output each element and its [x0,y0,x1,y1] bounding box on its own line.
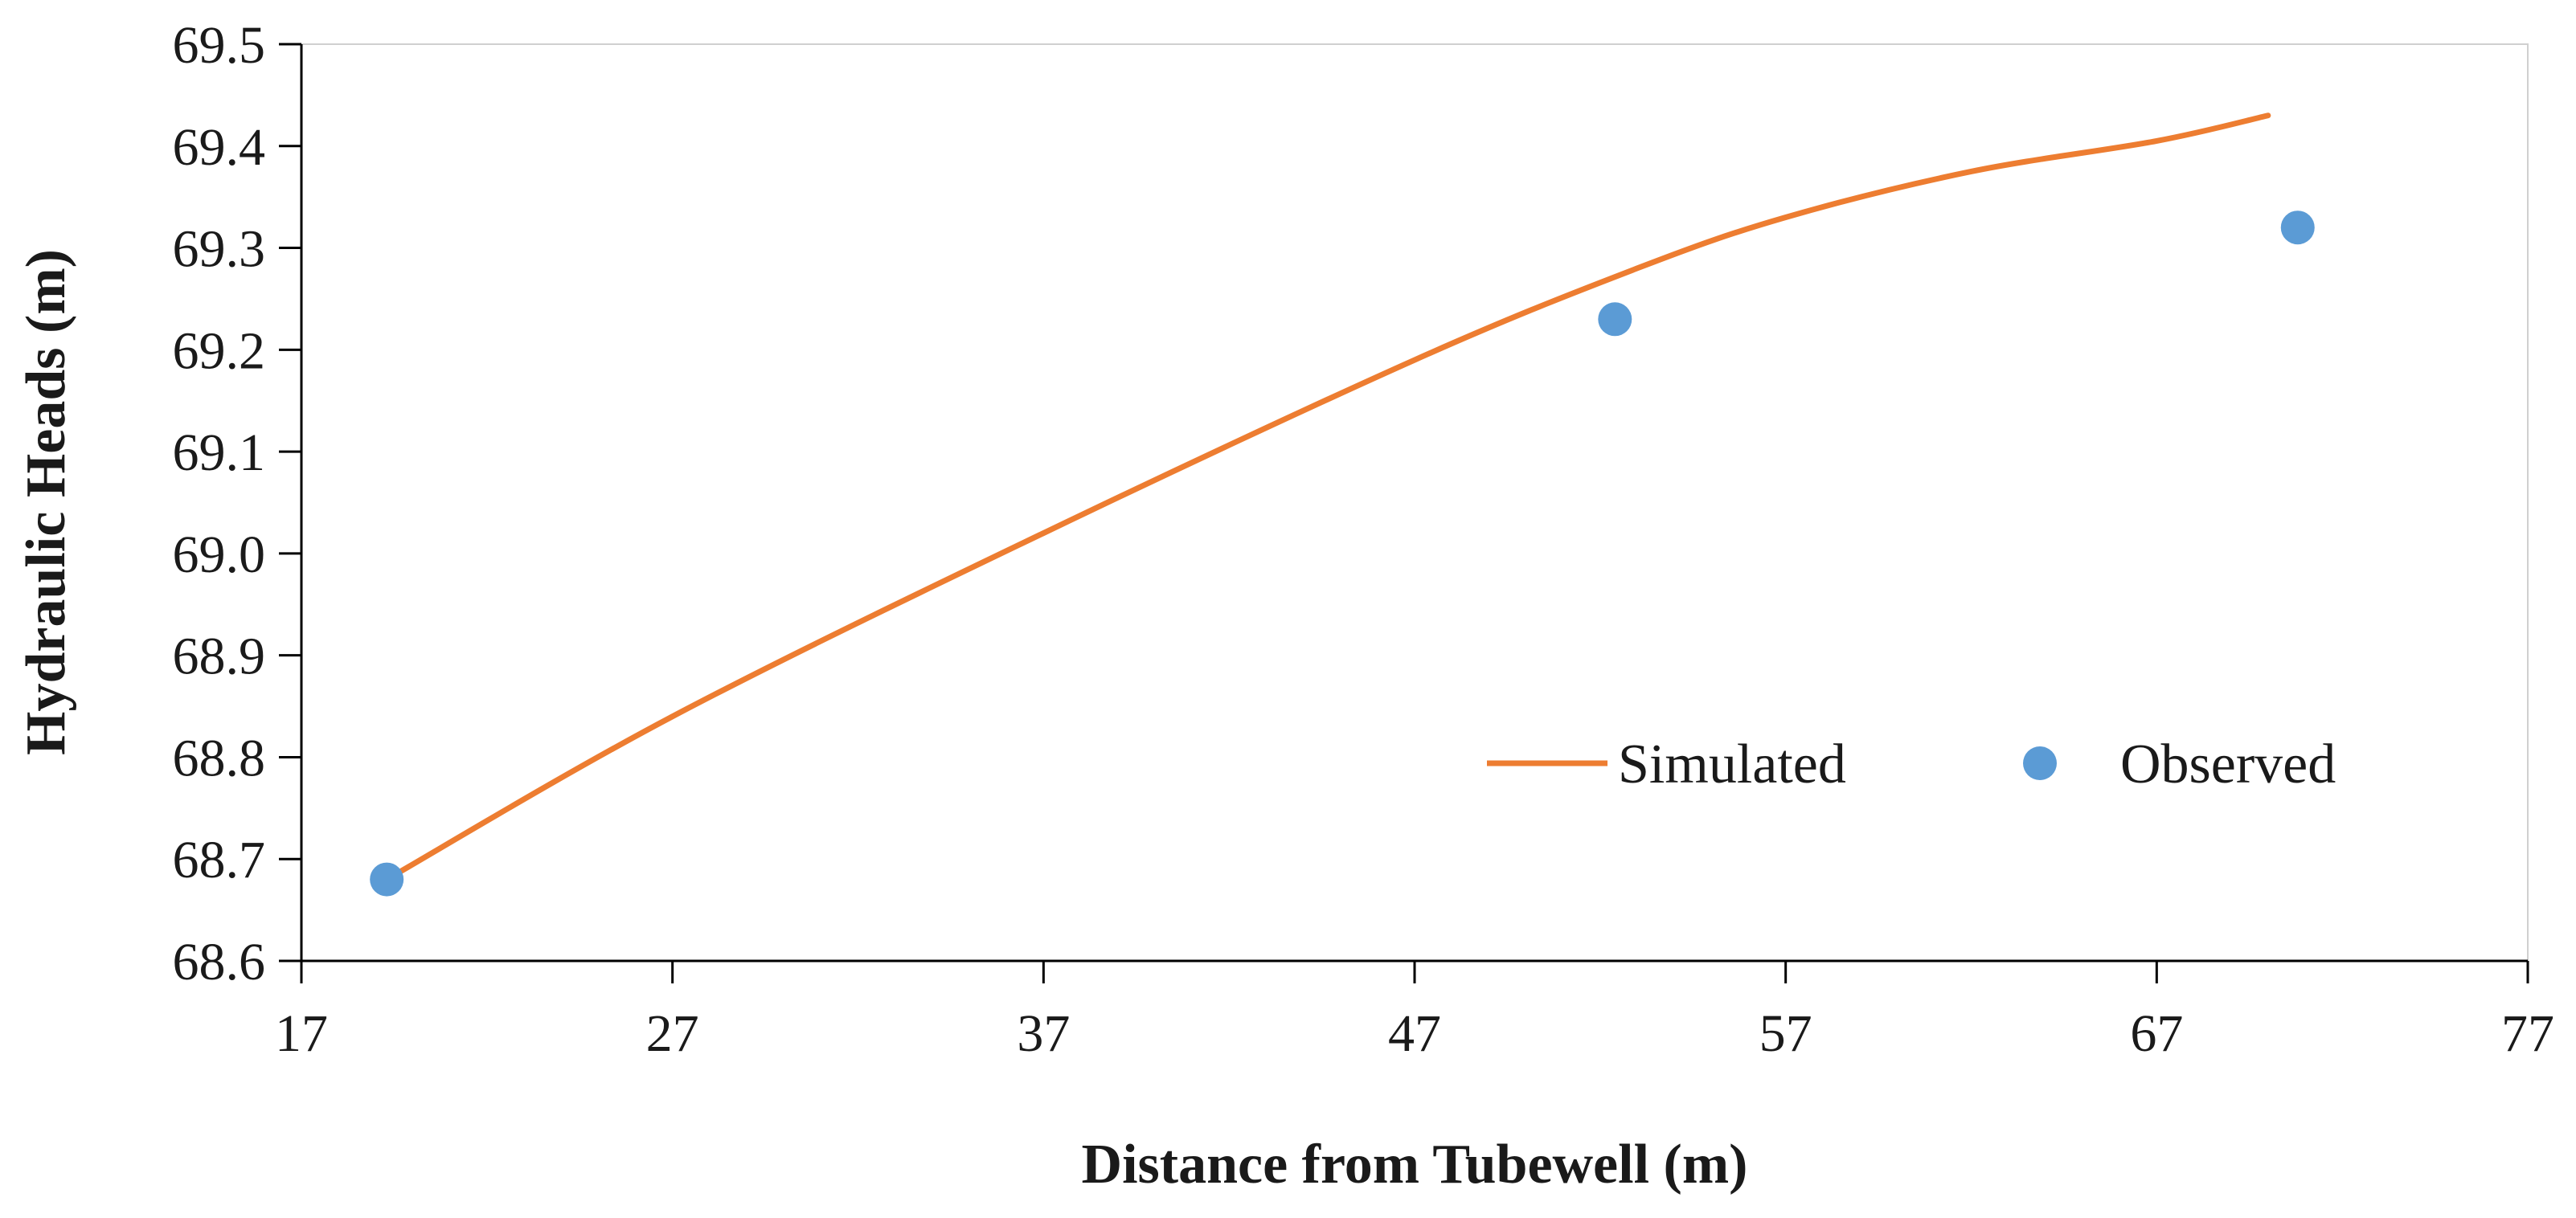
x-axis-title: Distance from Tubewell (m) [1082,1134,1748,1196]
simulated-line [383,112,2271,883]
legend: Simulated Observed [1487,734,2336,795]
observed-point [2280,210,2315,245]
y-axis-title: Hydraulic Heads (m) [15,249,77,755]
observed-point [1598,302,1632,337]
y-tick-labels: 68.6 68.7 68.8 68.9 69.0 69.1 69.2 69.3 69.4 69.5 [173,16,266,991]
y-tick-label: 68.8 [173,729,266,787]
x-tick-label: 77 [2501,1004,2554,1063]
x-tick-label: 37 [1017,1004,1070,1063]
x-tick-labels: 17 27 37 47 57 67 77 [275,1004,2554,1063]
series-layer [370,112,2315,897]
x-tick-label: 47 [1388,1004,1441,1063]
y-tick-label: 68.9 [173,627,266,686]
y-tick-label: 68.7 [173,831,266,889]
y-tick-label: 69.4 [173,118,266,177]
x-tick-label: 57 [1759,1004,1812,1063]
legend-observed-label: Observed [2120,734,2336,795]
y-tick-label: 69.0 [173,525,266,584]
y-tick-label: 69.3 [173,220,266,279]
legend-simulated-label: Simulated [1618,734,1846,795]
x-tick-label: 67 [2130,1004,2183,1063]
y-tick-label: 69.1 [173,423,266,482]
x-tick-label: 27 [646,1004,699,1063]
ticks [279,43,2529,983]
y-tick-label: 69.5 [173,16,266,75]
x-tick-label: 17 [275,1004,328,1063]
legend-observed-marker [2023,746,2057,780]
y-tick-label: 68.6 [173,933,266,991]
observed-point [370,862,404,897]
plot-area [301,43,2529,962]
y-tick-label: 69.2 [173,321,266,380]
